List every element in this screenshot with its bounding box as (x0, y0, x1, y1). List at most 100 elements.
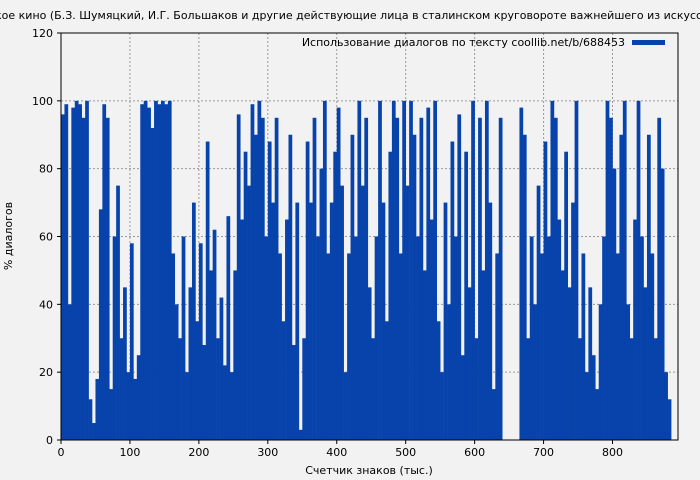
bar (498, 117, 503, 441)
bar (629, 338, 634, 440)
bar (295, 202, 300, 440)
bar (102, 104, 107, 440)
x-tick-label: 0 (58, 446, 65, 459)
bar (136, 355, 141, 440)
bar (140, 104, 145, 440)
bar (291, 345, 296, 440)
bar (243, 151, 248, 441)
bar (643, 287, 648, 440)
bar (584, 372, 589, 440)
bar (364, 117, 369, 441)
x-tick-label: 100 (119, 446, 140, 459)
bar (367, 287, 372, 440)
bar (533, 304, 537, 440)
bar (160, 100, 165, 440)
bar (650, 253, 655, 440)
bar (81, 117, 86, 441)
bar (422, 270, 427, 440)
bar (285, 219, 289, 440)
bar (322, 100, 327, 440)
bar (433, 100, 438, 440)
bar (116, 185, 120, 440)
bar (71, 107, 76, 440)
bar (185, 372, 189, 440)
y-tick-label: 20 (39, 366, 53, 379)
bar (378, 100, 382, 440)
bar (457, 114, 462, 441)
bar (105, 117, 110, 441)
bar (350, 134, 355, 440)
legend-label: Использование диалогов по тексту coollib… (302, 36, 625, 49)
x-tick-label: 300 (257, 446, 278, 459)
bar (660, 168, 665, 440)
bar (174, 304, 179, 440)
bar (436, 321, 441, 440)
bar (205, 141, 210, 441)
bar (61, 114, 65, 441)
bar (626, 304, 631, 440)
bar (133, 378, 138, 440)
bar (591, 355, 596, 440)
bar (98, 209, 103, 440)
bar (574, 100, 579, 440)
bar (353, 236, 358, 440)
bar (443, 202, 448, 440)
bar (305, 141, 310, 441)
bar (605, 100, 610, 440)
bar (209, 270, 213, 440)
bar (178, 338, 182, 440)
bar (271, 202, 276, 440)
x-tick-label: 600 (464, 446, 485, 459)
bar (188, 287, 193, 440)
bar (526, 338, 531, 440)
bar (664, 372, 668, 440)
bar (326, 253, 331, 440)
bar (416, 236, 420, 440)
bar (536, 185, 541, 440)
bar (229, 372, 234, 440)
bar (609, 117, 613, 441)
bar (123, 287, 127, 440)
bar (646, 134, 651, 440)
bar (126, 372, 131, 440)
bar (109, 389, 114, 440)
bar (667, 399, 672, 440)
bar (602, 236, 606, 440)
bar (274, 117, 279, 441)
bar (95, 378, 100, 440)
x-tick-label: 400 (326, 446, 347, 459)
bar (340, 185, 344, 440)
bar (195, 321, 200, 440)
bar (453, 236, 458, 440)
bar (553, 117, 558, 441)
bar (405, 185, 410, 440)
bar (540, 253, 544, 440)
bar (254, 134, 258, 440)
bar (64, 104, 69, 440)
bar (226, 216, 231, 440)
bar (247, 185, 251, 440)
bar (412, 134, 417, 440)
bar (312, 117, 317, 441)
bar (653, 338, 658, 440)
bar (567, 287, 572, 440)
y-tick-label: 100 (32, 95, 53, 108)
bar (147, 107, 151, 440)
bar (395, 117, 400, 441)
bar (202, 345, 207, 440)
bar (143, 100, 148, 440)
bar (288, 134, 293, 440)
bar (357, 100, 362, 440)
bar (581, 253, 586, 440)
bar (615, 253, 620, 440)
bar (619, 134, 624, 440)
bar (522, 134, 527, 440)
x-tick-label: 800 (602, 446, 623, 459)
bar (171, 253, 176, 440)
bar (129, 243, 134, 440)
bar (622, 100, 627, 440)
bar (360, 185, 365, 440)
bar (491, 389, 496, 440)
bar (257, 100, 262, 440)
